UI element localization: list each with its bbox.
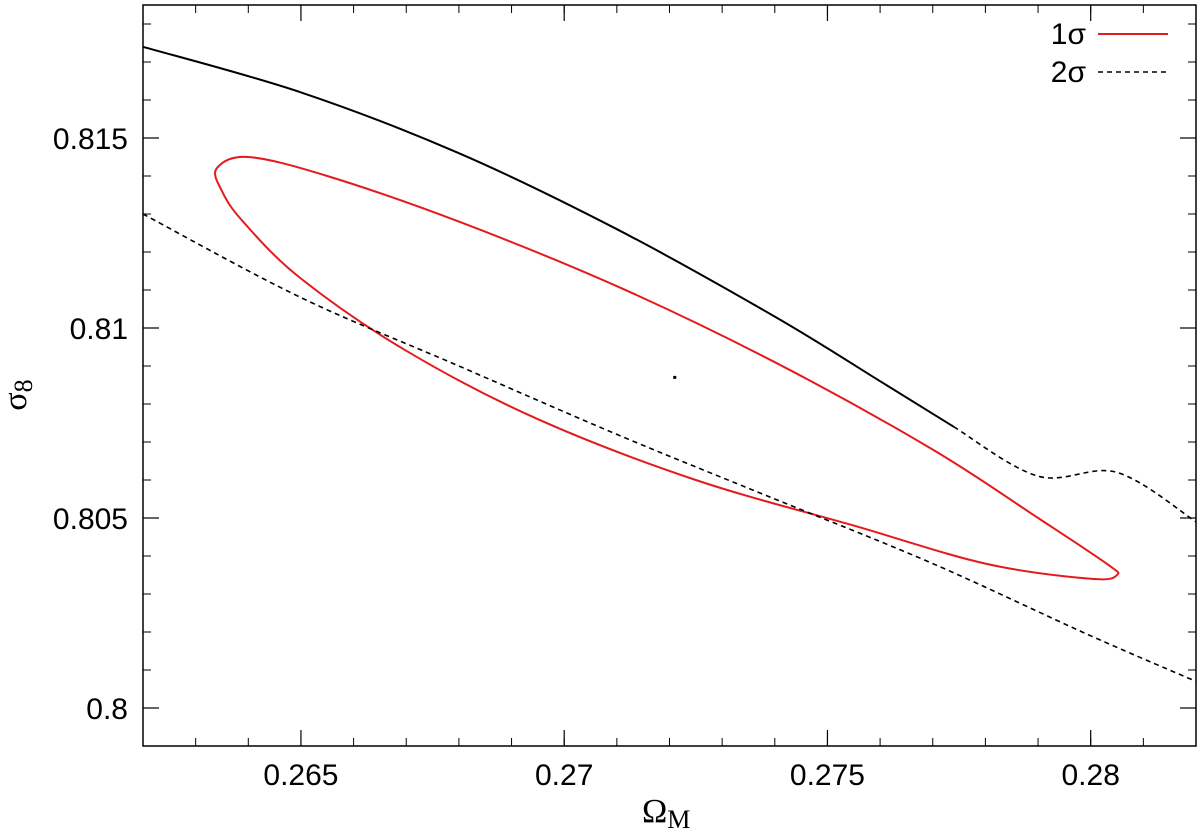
y-tick-label: 0.8 bbox=[86, 693, 128, 726]
legend: 1σ 2σ bbox=[1051, 18, 1168, 89]
x-tick-label: 0.265 bbox=[263, 759, 338, 792]
y-axis-label: σ8 bbox=[0, 379, 38, 410]
best-fit-point bbox=[673, 375, 677, 379]
legend-label-2sigma: 2σ bbox=[1051, 56, 1087, 89]
x-tick-label: 0.27 bbox=[535, 759, 593, 792]
axis-ticks bbox=[142, 5, 1197, 747]
tick-labels: 0.265 0.27 0.275 0.28 0.8 0.805 0.81 0.815 bbox=[53, 123, 1120, 792]
y-tick-label: 0.81 bbox=[70, 313, 128, 346]
x-tick-label: 0.275 bbox=[790, 759, 865, 792]
x-tick-label: 0.28 bbox=[1062, 759, 1120, 792]
contour-1sigma bbox=[214, 155, 1120, 581]
plot-frame bbox=[142, 4, 1197, 747]
x-axis-label: ΩM bbox=[642, 793, 690, 832]
contour-2sigma-segment bbox=[142, 45, 955, 428]
y-tick-label: 0.815 bbox=[53, 123, 128, 156]
legend-label-1sigma: 1σ bbox=[1051, 18, 1087, 51]
contour-2sigma-segment bbox=[142, 213, 1197, 683]
best-fit-group bbox=[673, 375, 677, 379]
contour-2sigma-segment bbox=[953, 426, 1197, 523]
y-tick-label: 0.805 bbox=[53, 503, 128, 536]
contour-curves bbox=[142, 45, 1197, 683]
